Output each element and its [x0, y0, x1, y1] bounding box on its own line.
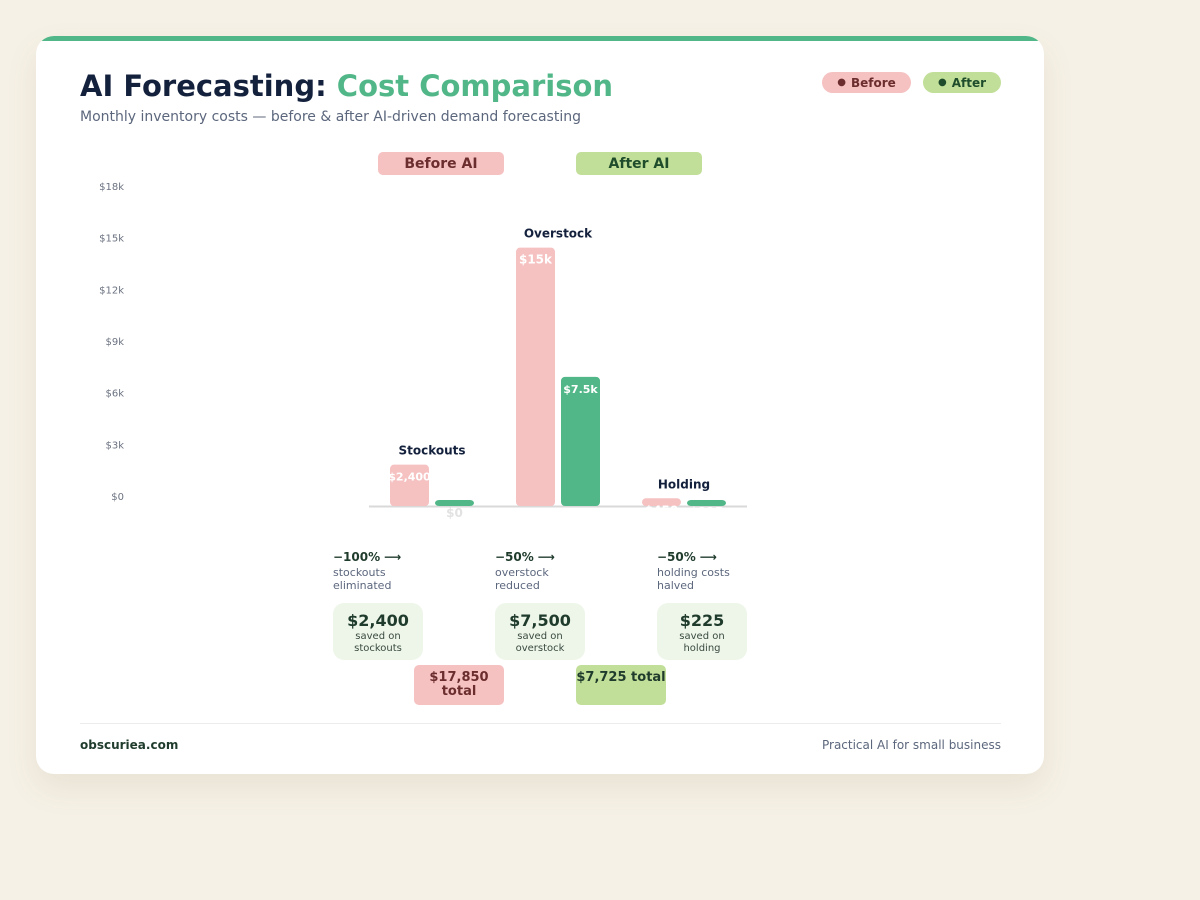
change-desc: stockouts eliminated [333, 566, 392, 592]
bar-stockouts-after [435, 500, 474, 506]
change-stockouts: −100% ⟶ stockouts eliminated [333, 550, 443, 592]
legend-after-label: After [951, 75, 987, 90]
title-main: AI Forecasting: [80, 69, 327, 103]
category-label: Overstock [524, 227, 593, 241]
title-accent: Cost Comparison [336, 69, 614, 103]
site-name: obscuriea.com [80, 738, 179, 752]
y-tick-label: $3k [105, 440, 124, 451]
arrow-right-icon: ⟶ [384, 550, 402, 564]
legend-after: ● After [923, 72, 1001, 93]
y-tick-label: $9k [105, 337, 124, 348]
saving-amount: $7,500 [509, 611, 571, 630]
bar-value-label: $225 [690, 505, 723, 519]
legend-before: ● Before [822, 72, 911, 93]
change-desc: holding costs halved [657, 566, 730, 592]
group-label-after: After AI [576, 152, 702, 175]
footer-divider [80, 723, 1001, 724]
saving-holding: $225 saved on holding [657, 603, 747, 660]
bar-value-label: $2,400 [388, 471, 431, 484]
saving-overstock: $7,500 saved on overstock [495, 603, 585, 660]
tagline: Practical AI for small business [821, 738, 1001, 752]
y-tick-label: $6k [105, 389, 124, 400]
saving-stockouts: $2,400 saved on stockouts [333, 603, 423, 660]
category-label: Stockouts [398, 444, 465, 458]
bar-overstock-after [561, 376, 600, 506]
y-tick-label: $12k [99, 285, 124, 296]
page-title: AI Forecasting: Cost Comparison [80, 69, 613, 103]
bar-stockouts-before [390, 464, 429, 506]
accent-bar [36, 36, 1044, 41]
change-pct: −100% [333, 550, 381, 564]
bar-value-label: $450 [645, 503, 678, 517]
bar-overstock-before [516, 247, 555, 506]
bar-holding-after [687, 500, 726, 506]
total-before: $17,850 total [414, 665, 504, 705]
change-desc: overstock reduced [495, 566, 549, 592]
legend-dot-icon: ● [837, 77, 846, 88]
y-tick-label: $0 [111, 492, 124, 503]
page-subtitle: Monthly inventory costs — before & after… [80, 109, 581, 125]
bar-value-label: $7.5k [563, 383, 598, 396]
bar-holding-before [642, 498, 681, 506]
change-pct: −50% [657, 550, 696, 564]
bar-value-label: $0 [446, 506, 463, 520]
total-after: $7,725 total [576, 665, 666, 705]
saving-label: saved on overstock [515, 631, 565, 654]
bar-value-label: $15k [519, 253, 553, 267]
change-pct: −50% [495, 550, 534, 564]
y-tick-label: $15k [99, 234, 124, 245]
legend-before-label: Before [850, 75, 896, 90]
saving-amount: $225 [679, 611, 725, 630]
infographic-card: AI Forecasting: Cost Comparison Monthly … [36, 36, 1044, 774]
group-label-before: Before AI [378, 152, 504, 175]
bar-chart: $0 $3k $6k $9k $12k $15k $18k $2,400 $0 Stockouts… [99, 182, 747, 520]
y-tick-label: $18k [99, 182, 124, 193]
category-label: Holding [658, 477, 710, 491]
arrow-right-icon: ⟶ [699, 550, 717, 564]
saving-label: saved on holding [679, 631, 725, 654]
legend-dot-icon: ● [937, 77, 947, 88]
saving-label: saved on stockouts [354, 631, 402, 654]
arrow-right-icon: ⟶ [537, 550, 555, 564]
change-holding: −50% ⟶ holding costs halved [657, 550, 767, 592]
change-overstock: −50% ⟶ overstock reduced [495, 550, 605, 592]
saving-amount: $2,400 [347, 611, 409, 630]
